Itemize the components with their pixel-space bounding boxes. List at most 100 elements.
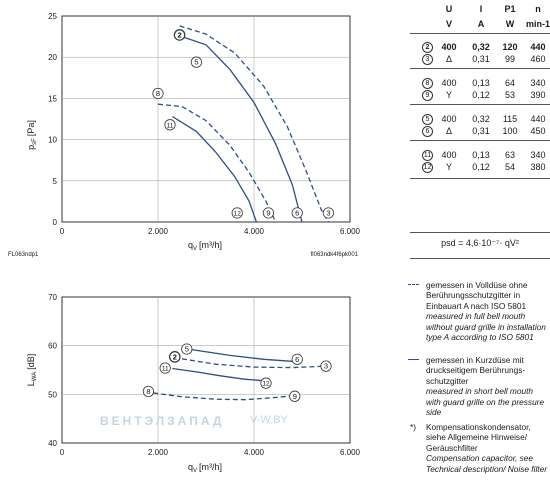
pressure-curve-2 (179, 25, 329, 223)
pressure-curves (157, 25, 329, 223)
cell-u: Y (445, 162, 452, 172)
cell-u: Δ (445, 54, 452, 64)
cell-i: 0,12 (472, 162, 490, 172)
table-unit-i: A (477, 19, 485, 29)
sound-curve-label-2: 2 (173, 352, 177, 361)
cell-i: 0,31 (472, 126, 490, 136)
legend-note-text: Kompensationskondensator, siehe Allgemei… (426, 422, 550, 474)
row-number-badge: 12 (422, 162, 433, 173)
cell-n: 340 (530, 78, 546, 88)
pressure-curve-label-6: 6 (295, 209, 299, 218)
table-unit-p: W (505, 19, 515, 29)
cell-p: 63 (504, 150, 515, 160)
pressure-grid (62, 16, 350, 222)
pressure-curve-label-circle-12 (231, 207, 243, 219)
pressure-y-axis-label-sub: sF (32, 138, 38, 145)
pressure-y-tick-label: 20 (48, 53, 57, 62)
cell-u: 400 (441, 150, 457, 160)
pressure-x-tick-label: 4.000 (244, 227, 265, 236)
pressure-x-axis-label: qV [m³/h] (188, 240, 222, 252)
pressure-curve-label-circle-6 (291, 207, 303, 219)
cell-p: 115 (502, 114, 518, 124)
pressure-curve-label-circle-2 (173, 29, 186, 41)
legend-solid-de: gemessen in Kurzdüse mit druckseitigem B… (426, 355, 526, 386)
legend-note-de: Kompensationskondensator, siehe Allgemei… (426, 422, 531, 453)
sound-x-axis-label-sub: V (193, 468, 197, 474)
sound-y-axis-label: LWA [dB] (26, 354, 38, 386)
sound-x-axis-label-unit: [m³/h] (199, 462, 222, 472)
sound-curve-label-circle-8 (142, 385, 154, 398)
cell-i: 0,32 (472, 114, 490, 124)
pressure-x-tick-label: 0 (60, 227, 65, 236)
table-row: 8 400 0,13 64 340 (410, 78, 550, 89)
table-divider (410, 68, 550, 69)
table-header-row: U I P1 n (410, 4, 550, 15)
pressure-curve-11 (172, 115, 258, 223)
table-divider (410, 104, 550, 105)
sound-y-axis-label-main: L (26, 381, 36, 386)
note-mark: *) (410, 422, 416, 432)
cell-u: 400 (441, 78, 457, 88)
sound-y-tick-label: 60 (48, 342, 57, 351)
pressure-curve-label-8: 8 (156, 89, 160, 98)
cell-n: 340 (530, 150, 546, 160)
sound-curve-label-11: 11 (162, 366, 169, 373)
row-number-badge: 6 (422, 126, 433, 137)
cell-p: 54 (504, 162, 515, 172)
cell-p: 53 (504, 90, 515, 100)
table-row: 6 Δ 0,31 100 450 (410, 126, 550, 137)
pressure-y-tick-label: 0 (53, 218, 58, 227)
table-head-u: U (445, 4, 453, 14)
cell-n: 450 (530, 126, 546, 136)
pressure-y-ticks: 0 5 10 15 20 25 (48, 12, 57, 227)
sound-x-axis-label: qV [m³/h] (188, 462, 222, 474)
cell-i: 0,13 (472, 150, 490, 160)
cell-i: 0,31 (472, 54, 490, 64)
pressure-y-axis-label-main: p (26, 145, 36, 150)
cell-n: 440 (530, 114, 546, 124)
sound-curve-11 (172, 367, 264, 382)
pressure-y-tick-label: 5 (53, 177, 58, 186)
sound-curve-label-12: 12 (262, 381, 270, 388)
legend-note-en: Compensation capacitor, see Technical de… (426, 453, 547, 474)
sound-curve-label-5: 5 (185, 345, 189, 354)
pressure-curve-label-circle-5 (190, 56, 202, 68)
table-divider (410, 178, 550, 179)
pressure-y-tick-label: 15 (48, 94, 57, 103)
pressure-y-tick-label: 25 (48, 12, 57, 21)
table-head-i: I (479, 4, 483, 14)
cell-u: Y (445, 90, 452, 100)
table-row: 11 400 0,13 63 340 (410, 150, 550, 161)
cell-p: 100 (502, 126, 518, 136)
legend-dashed-de: gemessen in Volldüse ohne Berührungsschu… (426, 280, 528, 311)
sound-y-tick-label: 50 (48, 390, 57, 399)
table-divider (410, 140, 550, 141)
pressure-footer-right: fl063ndk4f6pk001 (311, 252, 359, 258)
cell-u: 400 (441, 114, 457, 124)
pressure-x-tick-label: 6.000 (340, 227, 361, 236)
legend-solid-en: measured in short bell mouth with guard … (426, 386, 545, 418)
pressure-curve-5 (181, 35, 303, 223)
sound-curve-label-circle-5 (181, 343, 193, 355)
sound-x-tick-label: 2.000 (148, 448, 169, 457)
pressure-y-axis-label-unit: [Pa] (26, 120, 36, 136)
sound-y-tick-label: 70 (48, 293, 57, 302)
sound-curve-label-circle-2 (169, 351, 181, 363)
table-row: 12 Y 0,12 54 380 (410, 162, 550, 173)
cell-i: 0,13 (472, 78, 490, 88)
solid-line-icon (408, 359, 419, 360)
pressure-x-axis-label-main: q (188, 240, 193, 250)
sound-curve-label-circle-9 (289, 390, 301, 402)
pressure-x-axis-label-unit: [m³/h] (199, 240, 222, 250)
table-row: 9 Y 0,12 53 390 (410, 90, 550, 101)
watermark-url: V-W.BY (250, 414, 288, 426)
sound-plot-area (61, 296, 351, 444)
sound-x-axis-label-main: q (188, 462, 193, 472)
sound-curve-label-circle-6 (291, 353, 303, 365)
cell-p: 64 (504, 78, 515, 88)
sound-curve-8 (153, 392, 298, 401)
cell-n: 440 (530, 42, 546, 52)
pressure-x-ticks: 0 2.000 4.000 6.000 (60, 227, 361, 236)
legend-dashed-text: gemessen in Volldüse ohne Berührungsschu… (426, 280, 550, 342)
